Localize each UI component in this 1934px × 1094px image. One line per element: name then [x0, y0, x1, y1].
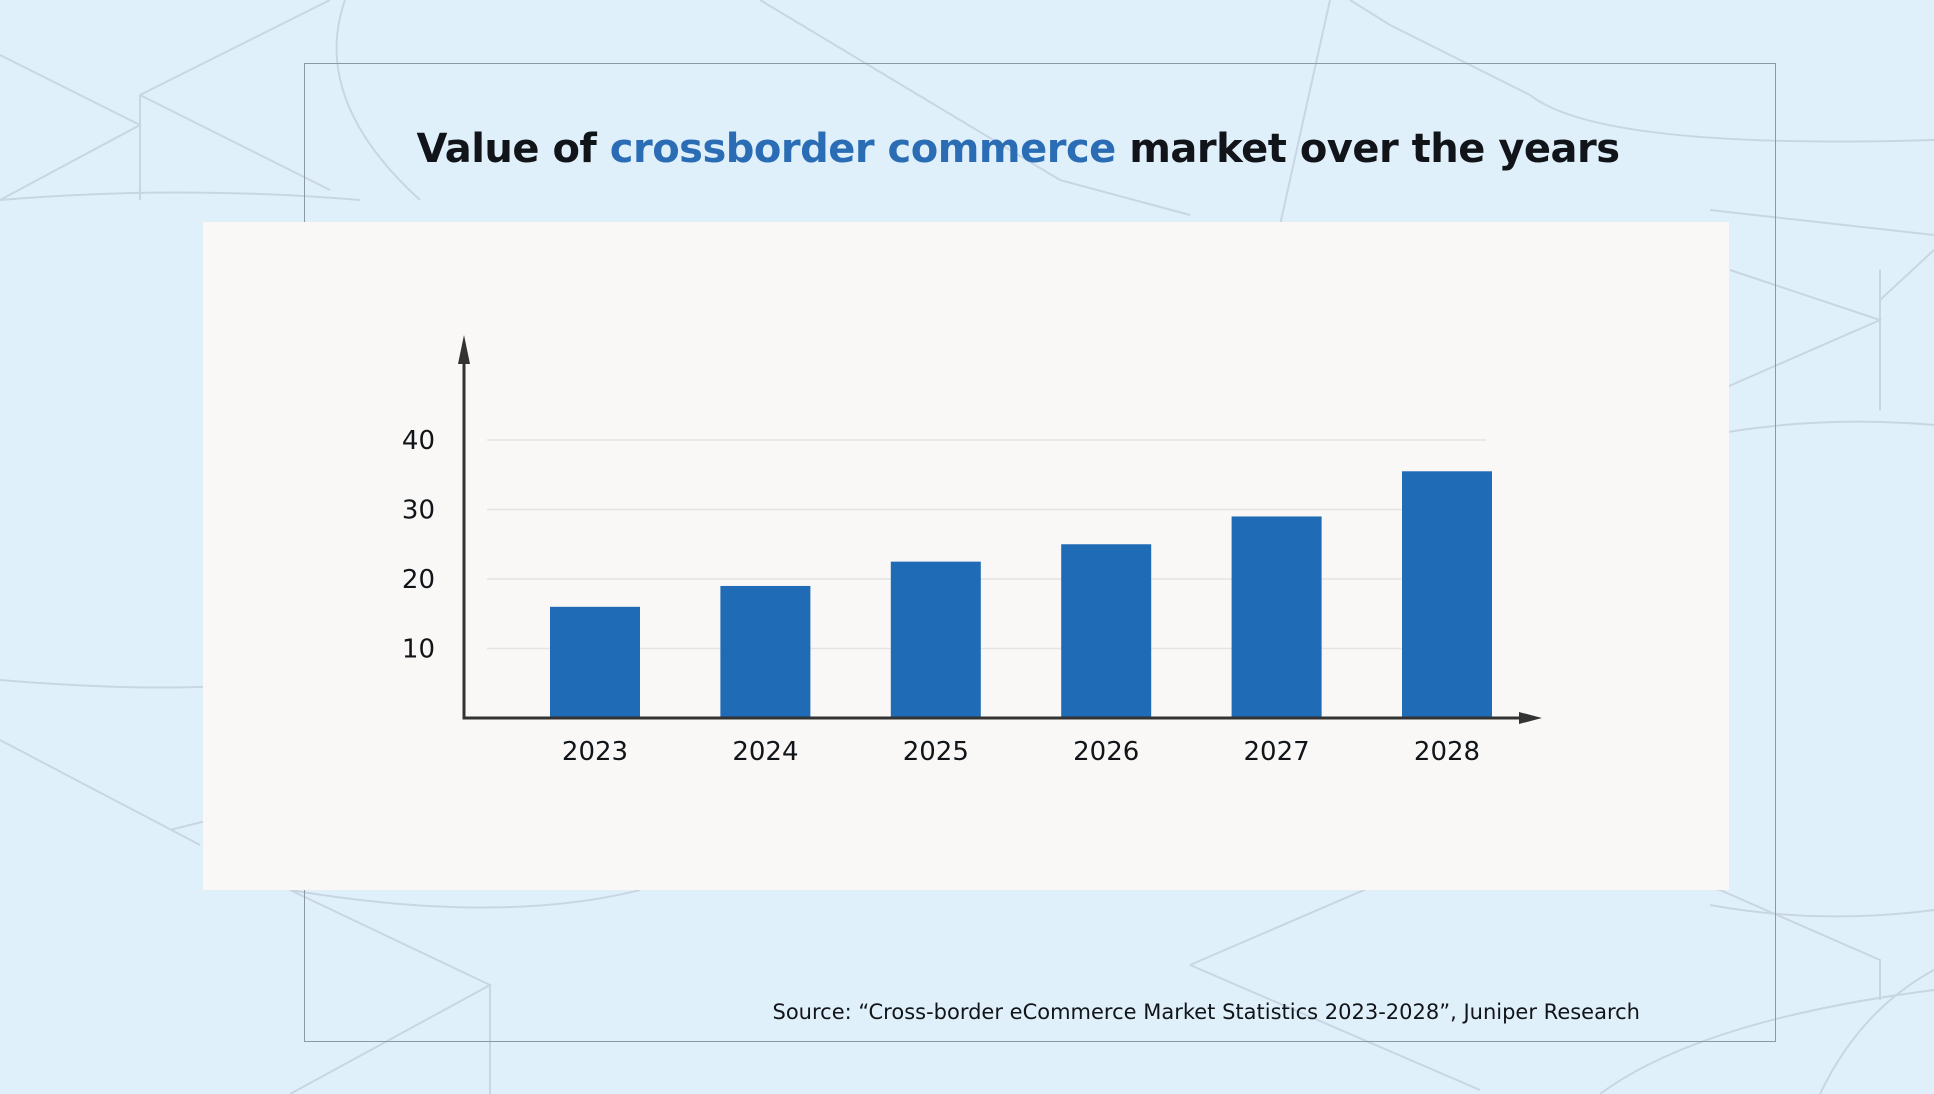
source-note: Source: “Cross-border eCommerce Market S…: [772, 1000, 1641, 1024]
bar-2024: [720, 585, 811, 718]
bar-2023: [550, 606, 640, 718]
bar-2027: [1231, 516, 1322, 718]
bars: [550, 471, 1492, 718]
x-tick-label: 2028: [1414, 737, 1480, 767]
x-axis-arrow: [1519, 712, 1542, 724]
y-tick-label: 20: [402, 565, 435, 595]
x-tick-label: 2026: [1073, 737, 1139, 767]
bar-2026: [1061, 544, 1152, 718]
y-axis-arrow: [458, 335, 470, 364]
bar-chart: 10 20 30 40 2023 2024 2025 2026 2027 2028: [402, 335, 1542, 767]
chart-title: Value of crossborder commerce market ove…: [0, 126, 1934, 172]
y-tick-label: 30: [402, 496, 435, 526]
title-highlight: crossborder commerce: [609, 126, 1117, 172]
tick-labels: 10 20 30 40 2023 2024 2025 2026 2027 2028: [402, 426, 1480, 767]
chart-panel: 10 20 30 40 2023 2024 2025 2026 2027 2028: [203, 222, 1729, 890]
bar-2028: [1402, 471, 1492, 718]
x-tick-label: 2023: [562, 737, 628, 767]
axes: [458, 335, 1542, 724]
title-suffix: market over the years: [1115, 126, 1620, 172]
bar-2025: [890, 561, 981, 718]
y-tick-label: 40: [402, 426, 435, 456]
y-tick-label: 10: [402, 635, 435, 665]
x-tick-label: 2025: [903, 737, 969, 767]
x-tick-label: 2024: [732, 737, 798, 767]
title-prefix: Value of: [416, 126, 610, 172]
x-tick-label: 2027: [1244, 737, 1310, 767]
